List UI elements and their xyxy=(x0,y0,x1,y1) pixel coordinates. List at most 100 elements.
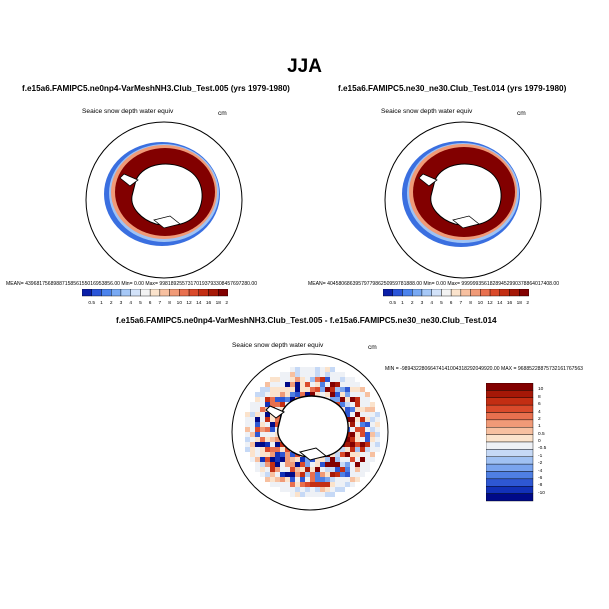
panel-3-map-cell xyxy=(295,367,300,372)
panel-3-map-cell xyxy=(285,452,290,457)
panel-2-colorbar-tick-label: 2 xyxy=(411,300,414,306)
panel-3-map-cell xyxy=(315,387,320,392)
panel-3-map-cell xyxy=(290,482,295,487)
panel-3-map-cell xyxy=(295,482,300,487)
panel-3-map-cell xyxy=(285,387,290,392)
panel-3-map-cell xyxy=(330,477,335,482)
panel-3-map-cell xyxy=(350,452,355,457)
panel-1-colorbar-box xyxy=(82,289,92,297)
panel-3-map-cell xyxy=(360,452,365,457)
panel-3-map-cell xyxy=(295,472,300,477)
panel-3-variable-label: Seaice snow depth water equiv xyxy=(232,342,324,349)
panel-3-map-cell xyxy=(330,367,335,372)
panel-3-map-cell xyxy=(305,382,310,387)
panel-3-map-cell xyxy=(280,457,285,462)
panel-3-map-cell xyxy=(350,472,355,477)
panel-3-map-cell xyxy=(310,372,315,377)
panel-2-colorbar-box xyxy=(441,289,452,297)
panel-3-map-cell xyxy=(285,377,290,382)
panel-3-map-cell xyxy=(345,457,350,462)
panel-3-map-cell xyxy=(270,402,275,407)
panel-3-map-cell xyxy=(260,452,265,457)
panel-1-variable-label: Seaice snow depth water equiv xyxy=(82,108,174,115)
panel-3-map-cell xyxy=(270,442,275,447)
panel-3-map-cell xyxy=(370,432,375,437)
panel-3-map-cell xyxy=(285,372,290,377)
panel-2-colorbar-tick-label: 4 xyxy=(430,300,433,306)
panel-3-map-cell xyxy=(340,387,345,392)
panel-3-map-cell xyxy=(265,462,270,467)
panel-1-colorbar: 0.512345678101214161820 xyxy=(82,289,228,306)
panel-3-map-cell xyxy=(340,397,345,402)
panel-3-map-cell xyxy=(265,382,270,387)
panel-3-map-cell xyxy=(275,477,280,482)
panel-3-map-cell xyxy=(375,422,380,427)
panel-3-map-cell xyxy=(350,482,355,487)
panel-3-map-cell xyxy=(315,392,320,397)
panel-3-map-cell xyxy=(285,397,290,402)
panel-3-map-cell xyxy=(335,487,340,492)
panel-3-map-cell xyxy=(345,377,350,382)
panel-3-map-cell xyxy=(345,412,350,417)
panel-3-map-cell xyxy=(365,447,370,452)
panel-3-colorbar-box xyxy=(486,449,534,457)
panel-3-map-cell xyxy=(310,462,315,467)
panel-3-map-cell xyxy=(365,402,370,407)
panel-3-colorbar-tick-label: -1 xyxy=(538,453,543,459)
panel-3-map-cell xyxy=(310,472,315,477)
panel-1-colorbar-tick-label: 2 xyxy=(110,300,113,306)
panel-3-map-cell xyxy=(355,397,360,402)
panel-3-map-cell xyxy=(260,417,265,422)
panel-2-colorbar-tick-label: 20 xyxy=(526,300,529,306)
panel-3-map-cell xyxy=(275,422,280,427)
panel-3-map-cell xyxy=(320,472,325,477)
panel-3-map-cell xyxy=(295,372,300,377)
panel-2-colorbar-box xyxy=(450,289,462,297)
panel-3-map-cell xyxy=(350,422,355,427)
panel-3-map-cell xyxy=(360,462,365,467)
panel-3-map-cell xyxy=(260,462,265,467)
panel-3-map-cell xyxy=(330,397,335,402)
panel-3-map-cell xyxy=(300,467,305,472)
panel-3-map-cell xyxy=(345,397,350,402)
panel-3-map-cell xyxy=(315,467,320,472)
panel-3-map-cell xyxy=(285,462,290,467)
panel-3-map-cell xyxy=(360,422,365,427)
panel-1-colorbar-box xyxy=(198,289,209,297)
panel-3-map-cell xyxy=(280,402,285,407)
panel-3-map-cell xyxy=(315,367,320,372)
panel-3-map-cell xyxy=(370,417,375,422)
panel-3-colorbar-box xyxy=(486,486,534,494)
panel-3-map-cell xyxy=(270,457,275,462)
panel-3-map-cell xyxy=(270,427,275,432)
panel-3-map-cell xyxy=(265,402,270,407)
panel-3-map-cell xyxy=(330,382,335,387)
panel-3-map-cell xyxy=(375,412,380,417)
panel-3-map-cell xyxy=(345,392,350,397)
panel-3-map-cell xyxy=(295,467,300,472)
panel-3-map-cell xyxy=(345,472,350,477)
panel-3-map-cell xyxy=(345,477,350,482)
panel-3-map-cell xyxy=(360,397,365,402)
panel-3-map-cell xyxy=(250,457,255,462)
panel-3-map-cell xyxy=(305,392,310,397)
panel-3-map-cell xyxy=(260,432,265,437)
panel-3-colorbar-tick-label: 0.5 xyxy=(538,431,545,437)
panel-3-map-cell xyxy=(330,377,335,382)
panel-3-map-cell xyxy=(365,467,370,472)
panel-3-map-cell xyxy=(365,442,370,447)
panel-3-map-cell xyxy=(355,437,360,442)
panel-3-map-cell xyxy=(355,477,360,482)
panel-3-map-cell xyxy=(340,452,345,457)
panel-3-map-cell xyxy=(285,392,290,397)
panel-3-map-cell xyxy=(270,482,275,487)
panel-3-map-cell xyxy=(290,377,295,382)
panel-3-map-cell xyxy=(290,457,295,462)
panel-3-map-cell xyxy=(320,457,325,462)
panel-1-colorbar-box xyxy=(130,289,141,297)
panel-3-map-cell xyxy=(320,492,325,497)
panel-2-colorbar-tick-label: 0.5 xyxy=(389,300,396,306)
panel-3-map-cell xyxy=(320,487,325,492)
panel-3-map-cell xyxy=(300,457,305,462)
panel-3-map-cell xyxy=(360,457,365,462)
